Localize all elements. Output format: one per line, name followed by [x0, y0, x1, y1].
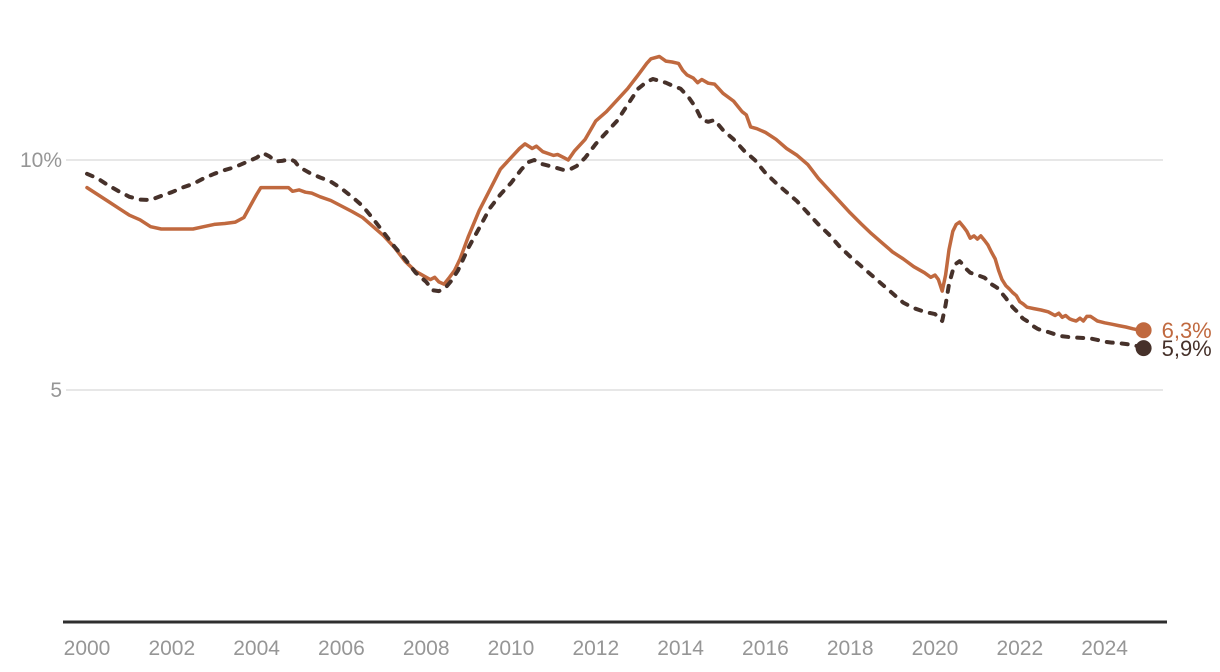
- series-end-label-dashed: 5,9%: [1162, 336, 1212, 361]
- series-end-dot-dashed: [1135, 340, 1152, 357]
- series-end-dot-solid: [1135, 322, 1152, 339]
- y-tick-label: 10%: [20, 149, 62, 172]
- x-tick-label: 2012: [572, 637, 619, 660]
- series-line-dashed: [85, 77, 1146, 351]
- x-tick-label: 2018: [827, 637, 874, 660]
- x-tick-label: 2020: [912, 637, 959, 660]
- x-tick-label: 2008: [403, 637, 450, 660]
- x-tick-label: 2006: [318, 637, 365, 660]
- y-tick-label: 5: [50, 379, 62, 402]
- x-tick-label: 2022: [996, 637, 1043, 660]
- x-tick-label: 2010: [488, 637, 535, 660]
- x-tick-label: 2004: [233, 637, 280, 660]
- series-line-solid: [85, 54, 1146, 332]
- x-tick-label: 2014: [657, 637, 704, 660]
- x-tick-label: 2024: [1081, 637, 1128, 660]
- x-tick-label: 2002: [148, 637, 195, 660]
- x-tick-label: 2000: [64, 637, 111, 660]
- series-end-label-solid: 6,3%: [1162, 318, 1212, 343]
- x-tick-label: 2016: [742, 637, 789, 660]
